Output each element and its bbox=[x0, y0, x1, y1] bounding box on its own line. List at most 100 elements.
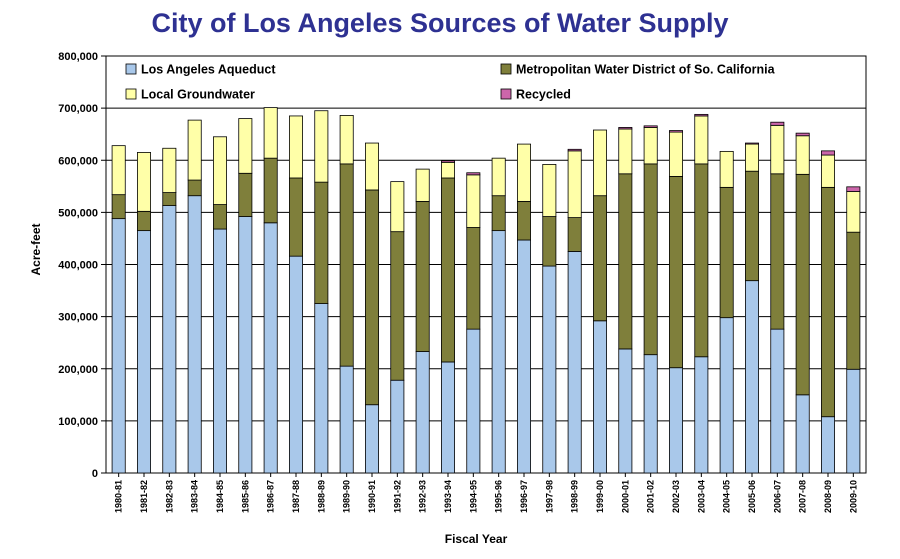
y-tick-label: 800,000 bbox=[58, 51, 98, 63]
bar-segment-recycled bbox=[795, 132, 810, 137]
bar-segment-los-angeles-aqueduct bbox=[415, 351, 430, 474]
bar-segment-los-angeles-aqueduct bbox=[213, 228, 227, 474]
bar-segment-los-angeles-aqueduct bbox=[821, 416, 835, 474]
bar-segment-local-groundwater bbox=[137, 152, 151, 212]
x-tick-label: 1985-86 bbox=[240, 480, 250, 513]
bar-segment-recycled bbox=[846, 186, 861, 192]
bar-segment-los-angeles-aqueduct bbox=[466, 328, 481, 474]
bar-segment-local-groundwater bbox=[415, 168, 430, 202]
gridlines bbox=[101, 55, 866, 474]
x-tick-label: 1997-98 bbox=[544, 480, 554, 513]
bar-segment-local-groundwater bbox=[770, 124, 785, 175]
legend-swatch bbox=[500, 88, 512, 100]
bar-segment-los-angeles-aqueduct bbox=[846, 368, 861, 474]
bar-segment-local-groundwater bbox=[162, 147, 177, 193]
bar-segment-los-angeles-aqueduct bbox=[795, 394, 810, 474]
bar-segment-recycled bbox=[770, 121, 785, 126]
bar-segment-local-groundwater bbox=[517, 143, 531, 202]
bar-segment-local-groundwater bbox=[694, 115, 709, 165]
bar-segment-local-groundwater bbox=[618, 128, 633, 175]
x-axis-label: Fiscal Year bbox=[445, 532, 508, 546]
x-tick-label: 1988-89 bbox=[316, 480, 326, 513]
x-tick-label: 1980-81 bbox=[114, 480, 124, 513]
y-tick-label: 0 bbox=[92, 468, 98, 480]
bar-segment-los-angeles-aqueduct bbox=[162, 205, 177, 474]
bar-segment-metropolitan-water-district-of-so-california bbox=[542, 216, 557, 267]
y-tick-label: 700,000 bbox=[58, 103, 98, 115]
x-tick-label: 1992-93 bbox=[418, 480, 428, 513]
bar-segment-los-angeles-aqueduct bbox=[137, 230, 151, 474]
bar-segment-los-angeles-aqueduct bbox=[365, 404, 379, 474]
bar-segment-recycled bbox=[694, 113, 709, 117]
legend-swatch bbox=[125, 63, 137, 75]
bar-segment-metropolitan-water-district-of-so-california bbox=[491, 195, 506, 232]
bar-segment-local-groundwater bbox=[821, 154, 835, 188]
x-tick-labels: 1980-81 1981-82 1982-83 1983-84 1984-85 1985-… bbox=[114, 473, 858, 513]
y-tick-label: 100,000 bbox=[58, 416, 98, 428]
bar-segment-los-angeles-aqueduct bbox=[669, 367, 683, 474]
x-tick-label: 1989-90 bbox=[342, 480, 352, 513]
bar-segment-recycled bbox=[466, 172, 481, 176]
bar-segment-metropolitan-water-district-of-so-california bbox=[694, 163, 709, 358]
bar-segment-metropolitan-water-district-of-so-california bbox=[466, 227, 481, 330]
bar-segment-metropolitan-water-district-of-so-california bbox=[517, 201, 531, 241]
bar-segment-local-groundwater bbox=[846, 191, 861, 233]
bar-segment-los-angeles-aqueduct bbox=[517, 239, 531, 474]
bar-segment-recycled bbox=[669, 130, 683, 133]
bar-segment-los-angeles-aqueduct bbox=[339, 365, 354, 474]
y-tick-label: 400,000 bbox=[58, 260, 98, 272]
bar-segment-los-angeles-aqueduct bbox=[111, 218, 126, 474]
x-tick-label: 2003-04 bbox=[696, 480, 706, 513]
bar-segment-los-angeles-aqueduct bbox=[694, 356, 709, 474]
bar-segment-los-angeles-aqueduct bbox=[643, 354, 658, 474]
bar-segment-metropolitan-water-district-of-so-california bbox=[187, 179, 202, 197]
x-tick-label: 1996-97 bbox=[519, 480, 529, 513]
bar-segment-los-angeles-aqueduct bbox=[263, 222, 278, 474]
y-tick-label: 500,000 bbox=[58, 207, 98, 219]
bar-segment-metropolitan-water-district-of-so-california bbox=[821, 186, 835, 418]
bar-segment-metropolitan-water-district-of-so-california bbox=[289, 177, 303, 257]
x-tick-label: 1998-99 bbox=[570, 480, 580, 513]
x-tick-label: 2009-10 bbox=[848, 480, 858, 513]
bar-segment-metropolitan-water-district-of-so-california bbox=[238, 172, 253, 217]
bar-segment-metropolitan-water-district-of-so-california bbox=[669, 176, 683, 369]
bar-segment-local-groundwater bbox=[745, 143, 759, 172]
bar-segment-recycled bbox=[618, 127, 633, 130]
bar-segment-local-groundwater bbox=[643, 127, 658, 165]
bar-segment-local-groundwater bbox=[339, 115, 354, 165]
bar-segment-metropolitan-water-district-of-so-california bbox=[441, 177, 455, 363]
bar-segment-metropolitan-water-district-of-so-california bbox=[314, 181, 329, 304]
legend-label: Metropolitan Water District of So. Calif… bbox=[516, 63, 776, 77]
chart-title: City of Los Angeles Sources of Water Sup… bbox=[151, 8, 729, 38]
bar-segment-local-groundwater bbox=[238, 118, 253, 174]
x-tick-label: 2001-02 bbox=[646, 480, 656, 513]
bar-segment-metropolitan-water-district-of-so-california bbox=[618, 173, 633, 350]
bar-segment-metropolitan-water-district-of-so-california bbox=[365, 189, 379, 406]
bar-segment-local-groundwater bbox=[466, 174, 481, 228]
bar-segment-recycled bbox=[441, 160, 455, 163]
y-tick-label: 300,000 bbox=[58, 312, 98, 324]
bar-segment-local-groundwater bbox=[187, 119, 202, 181]
x-tick-label: 1993-94 bbox=[443, 480, 453, 513]
bar-segment-metropolitan-water-district-of-so-california bbox=[339, 163, 354, 367]
bar-segment-metropolitan-water-district-of-so-california bbox=[745, 170, 759, 282]
bar-segment-local-groundwater bbox=[390, 181, 405, 233]
bar-segment-los-angeles-aqueduct bbox=[567, 251, 582, 474]
x-tick-label: 2002-03 bbox=[671, 480, 681, 513]
x-tick-label: 2005-06 bbox=[747, 480, 757, 513]
legend: Los Angeles Aqueduct Metropolitan Water D… bbox=[125, 63, 776, 102]
bar-segment-metropolitan-water-district-of-so-california bbox=[795, 173, 810, 396]
bar-segment-local-groundwater bbox=[289, 115, 303, 179]
x-tick-label: 1999-00 bbox=[595, 480, 605, 513]
legend-swatch bbox=[125, 88, 137, 100]
bar-segment-local-groundwater bbox=[719, 150, 734, 188]
y-axis-label: Acre-feet bbox=[29, 223, 43, 275]
y-tick-labels: 0 100,000 200,000 300,000 400,000 500,000 600,… bbox=[58, 51, 98, 480]
bar-segment-local-groundwater bbox=[111, 145, 126, 196]
bar-segment-metropolitan-water-district-of-so-california bbox=[263, 157, 278, 224]
x-tick-label: 1987-88 bbox=[291, 480, 301, 513]
bar-segment-los-angeles-aqueduct bbox=[770, 328, 785, 474]
bar-segment-los-angeles-aqueduct bbox=[745, 280, 759, 474]
bar-segment-los-angeles-aqueduct bbox=[542, 265, 557, 474]
bar-segment-local-groundwater bbox=[314, 110, 329, 183]
